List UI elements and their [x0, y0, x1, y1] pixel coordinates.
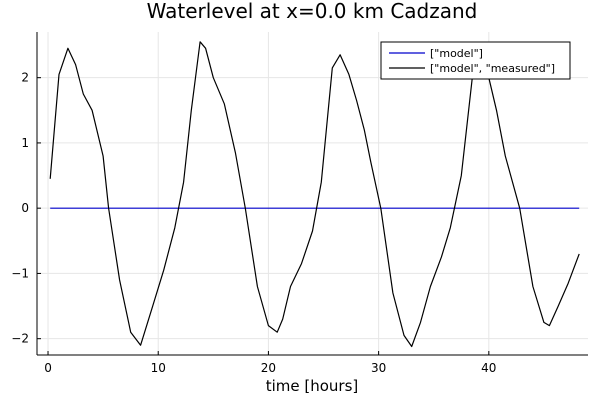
x-tick-label: 30: [371, 361, 386, 375]
chart-title: Waterlevel at x=0.0 km Cadzand: [147, 0, 478, 23]
x-tick-label: 0: [44, 361, 52, 375]
legend: ["model"] ["model", "measured"]: [380, 41, 571, 80]
plot-series: [49, 41, 580, 348]
series-model-measured-line: [49, 41, 580, 348]
x-ticks: 0 10 20 30 40: [44, 351, 496, 375]
legend-box: [380, 41, 571, 80]
legend-entry-label: ["model"]: [430, 47, 483, 60]
y-tick-label: 2: [21, 71, 29, 85]
y-tick-label: 1: [21, 136, 29, 150]
axes: [36, 32, 588, 356]
x-tick-label: 40: [481, 361, 496, 375]
y-tick-label: −2: [11, 332, 29, 346]
y-tick-label: 0: [21, 201, 29, 215]
x-tick-label: 10: [151, 361, 166, 375]
x-tick-label: 20: [261, 361, 276, 375]
x-axis-label: time [hours]: [266, 377, 359, 395]
grid: [37, 32, 588, 355]
y-tick-label: −1: [11, 266, 29, 280]
y-ticks: −2 −1 0 1 2: [11, 71, 41, 346]
legend-entry-label: ["model", "measured"]: [430, 62, 555, 75]
